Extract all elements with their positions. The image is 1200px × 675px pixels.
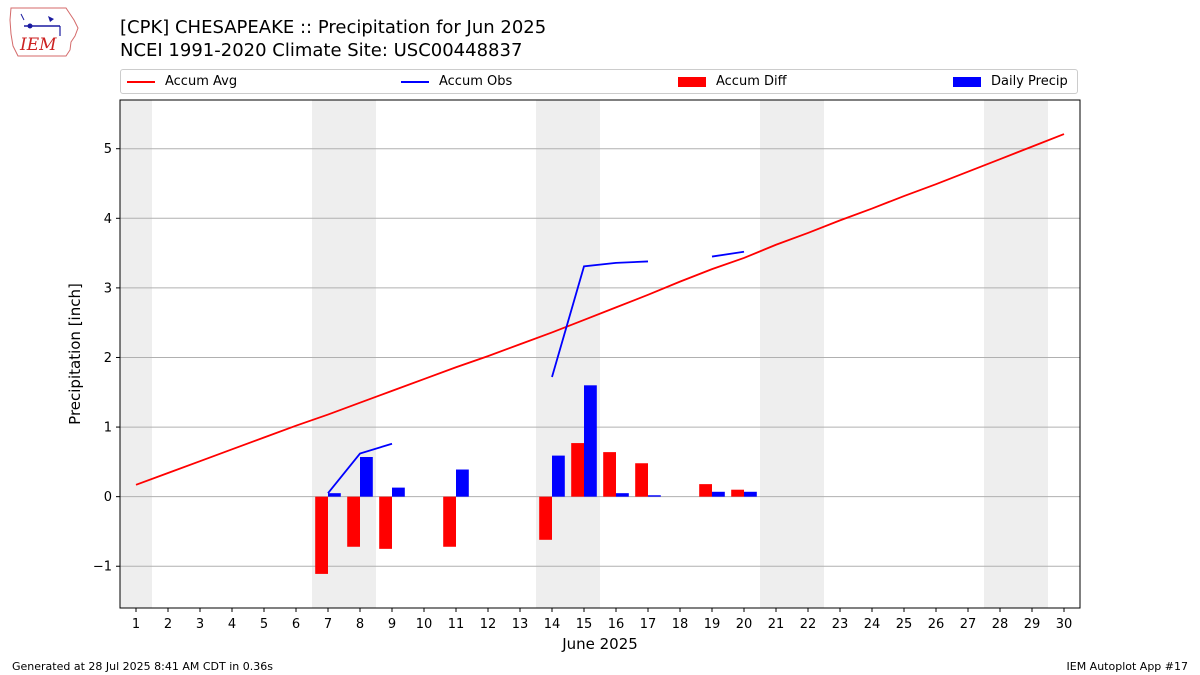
x-tick-label: 1: [132, 617, 140, 632]
weekend-band: [760, 100, 824, 608]
y-tick-label: 4: [104, 212, 112, 227]
x-tick-label: 27: [960, 617, 977, 632]
daily-precip-bar: [616, 493, 629, 497]
accum-obs-line: [711, 250, 745, 258]
legend-label: Daily Precip: [991, 74, 1068, 89]
weekend-band: [120, 100, 152, 608]
y-tick-label: 0: [104, 490, 112, 505]
chart-title-line1: [CPK] CHESAPEAKE :: Precipitation for Ju…: [120, 17, 547, 38]
accum-diff-bar: [379, 496, 392, 549]
y-tick-label: 1: [104, 421, 112, 436]
x-tick-label: 30: [1056, 617, 1073, 632]
accum-diff-bar: [539, 496, 552, 540]
accum-diff-bar: [443, 496, 456, 547]
x-tick-label: 12: [480, 617, 497, 632]
accum-diff-bar: [603, 452, 616, 497]
x-tick-label: 24: [864, 617, 881, 632]
x-tick-label: 28: [992, 617, 1009, 632]
x-tick-label: 11: [448, 617, 465, 632]
legend-swatch-daily-precip: [953, 76, 981, 87]
legend-item-accum-diff: Accum Diff: [678, 74, 787, 90]
accum-diff-bar: [699, 484, 712, 497]
legend-item-accum-obs: Accum Obs: [401, 74, 512, 90]
accum-diff-bar: [731, 489, 744, 497]
legend-label: Accum Avg: [165, 74, 238, 89]
chart-title-line2: NCEI 1991-2020 Climate Site: USC00448837: [120, 40, 523, 61]
x-tick-label: 9: [388, 617, 396, 632]
accum-obs-line: [551, 260, 649, 378]
daily-precip-bar: [552, 455, 565, 497]
footer-app: IEM Autoplot App #17: [1066, 660, 1189, 673]
x-tick-label: 7: [324, 617, 332, 632]
footer-generated: Generated at 28 Jul 2025 8:41 AM CDT in …: [12, 660, 273, 673]
x-tick-label: 3: [196, 617, 204, 632]
daily-precip-bar: [328, 493, 341, 497]
x-tick-label: 19: [704, 617, 721, 632]
x-tick-label: 18: [672, 617, 689, 632]
daily-precip-bar: [392, 487, 405, 497]
accum-obs-line: [327, 442, 393, 494]
x-tick-label: 17: [640, 617, 657, 632]
x-tick-label: 6: [292, 617, 300, 632]
weekend-band: [984, 100, 1048, 608]
daily-precip-bar: [456, 469, 469, 497]
legend-label: Accum Obs: [439, 74, 513, 89]
svg-text:IEM: IEM: [19, 35, 57, 55]
daily-precip-bar: [744, 491, 757, 497]
legend-item-accum-avg: Accum Avg: [127, 74, 237, 90]
daily-precip-bar: [648, 495, 661, 497]
accum-avg-line: [135, 133, 1065, 486]
y-tick-label: 2: [104, 351, 112, 366]
y-tick-label: −1: [93, 560, 112, 575]
x-axis-label: June 2025: [561, 635, 638, 653]
x-tick-label: 29: [1024, 617, 1041, 632]
x-tick-label: 21: [768, 617, 785, 632]
plot-area: [120, 100, 1080, 608]
x-tick-label: 26: [928, 617, 945, 632]
x-tick-label: 23: [832, 617, 849, 632]
x-tick-label: 13: [512, 617, 529, 632]
daily-precip-bar: [712, 491, 725, 497]
legend-swatch-accum-avg: [127, 80, 155, 83]
x-tick-label: 14: [544, 617, 561, 632]
daily-precip-bar: [584, 385, 597, 497]
x-tick-label: 2: [164, 617, 172, 632]
y-axis-label: Precipitation [inch]: [66, 283, 84, 425]
x-tick-label: 8: [356, 617, 364, 632]
x-tick-label: 22: [800, 617, 817, 632]
plot-frame: [119, 99, 1081, 609]
y-tick-label: 3: [104, 281, 112, 296]
accum-diff-bar: [635, 463, 648, 497]
iem-logo: IEM: [8, 6, 80, 58]
daily-precip-bar: [360, 456, 373, 497]
x-tick-label: 4: [228, 617, 236, 632]
x-tick-label: 5: [260, 617, 268, 632]
legend-swatch-accum-obs: [401, 80, 429, 83]
legend: Accum Avg Accum Obs Accum Diff Daily Pre…: [120, 69, 1078, 94]
legend-item-daily-precip: Daily Precip: [953, 74, 1068, 90]
x-tick-label: 20: [736, 617, 753, 632]
x-tick-label: 25: [896, 617, 913, 632]
x-tick-label: 15: [576, 617, 593, 632]
accum-diff-bar: [347, 496, 360, 547]
legend-swatch-accum-diff: [678, 76, 706, 87]
x-tick-label: 16: [608, 617, 625, 632]
accum-diff-bar: [315, 496, 328, 574]
x-tick-label: 10: [416, 617, 433, 632]
accum-diff-bar: [571, 443, 584, 497]
y-tick-label: 5: [104, 142, 112, 157]
legend-label: Accum Diff: [716, 74, 787, 89]
